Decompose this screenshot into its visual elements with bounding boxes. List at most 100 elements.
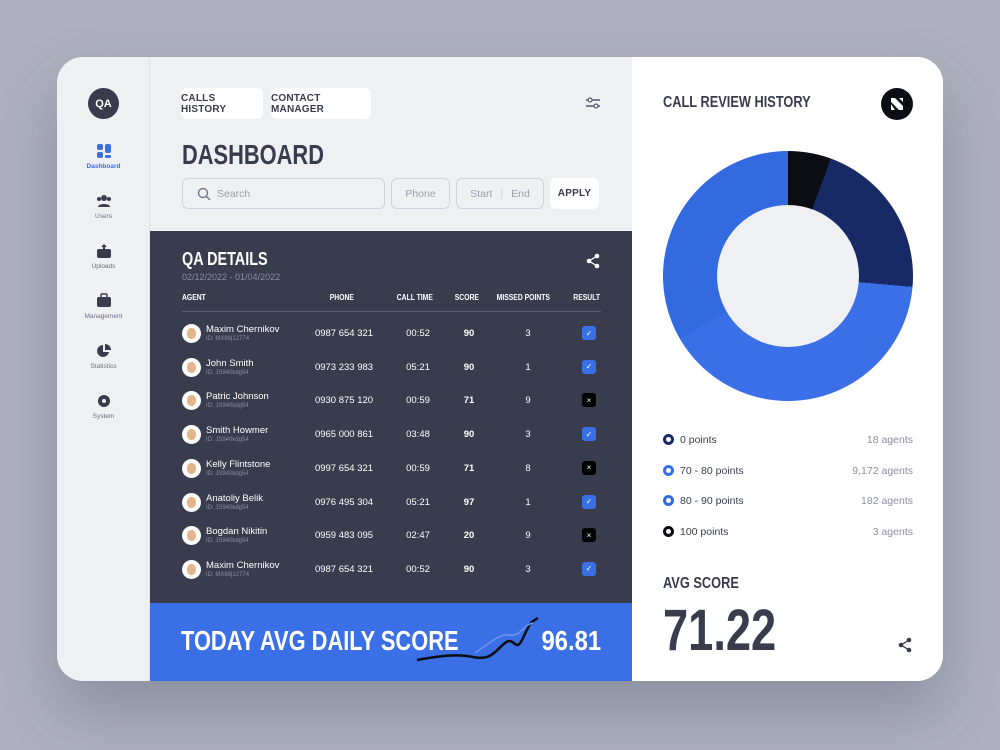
missed-points-cell: 3 — [525, 328, 531, 339]
score-cell: 71 — [463, 462, 475, 474]
table-row[interactable]: Anatoliy Belik ID: JS940kdg54 0976 495 3… — [182, 492, 601, 527]
daily-score-value: 96.81 — [541, 625, 601, 656]
column-header: PHONE — [329, 293, 354, 302]
upload-icon — [96, 244, 111, 258]
agent-id: ID: JS940kdg54 — [206, 538, 249, 545]
filter-settings-icon[interactable] — [586, 97, 600, 109]
points-pie-chart — [663, 151, 913, 401]
sidebar-item-statistics[interactable]: Statistics — [57, 343, 150, 370]
missed-points-cell: 3 — [525, 563, 531, 575]
tab-calls-history[interactable]: CALLS HISTORY — [181, 88, 263, 119]
legend-item: 0 points 18 agents — [663, 434, 913, 446]
sidebar-item-management[interactable]: Management — [57, 293, 150, 320]
apply-button[interactable]: APPLY — [550, 178, 599, 209]
legend-label: 0 points — [680, 434, 717, 446]
call-time-cell: 02:47 — [406, 530, 430, 542]
avatar — [182, 357, 201, 377]
sidebar-item-system[interactable]: System — [57, 393, 150, 420]
sidebar-item-label: Users — [95, 213, 112, 220]
sidebar-item-label: Management — [84, 313, 123, 320]
agent-id: ID: JS940kdg54 — [206, 470, 249, 477]
sidebar-item-label: System — [92, 413, 115, 420]
phone-cell: 0959 483 095 — [314, 530, 374, 542]
score-cell: 20 — [463, 530, 475, 542]
avatar — [182, 391, 201, 411]
phone-cell: 0987 654 321 — [314, 328, 374, 339]
call-time-cell: 00:52 — [406, 563, 430, 575]
table-row[interactable]: Maxim Chernikov ID: MX89j12774 0987 654 … — [182, 559, 601, 594]
score-cell: 97 — [463, 496, 475, 508]
users-icon — [96, 195, 111, 207]
legend-item: 100 points 3 agents — [663, 525, 913, 538]
qa-details-panel: QA DETAILS 02/12/2022 - 01/04/2022 AGENT… — [150, 231, 632, 603]
legend-dot-icon — [663, 525, 674, 537]
avatar — [182, 559, 201, 579]
table-row[interactable]: Patric Johnson ID: JS940kdg54 0930 875 1… — [182, 391, 601, 425]
score-cell: 90 — [463, 429, 475, 441]
briefcase-icon — [96, 293, 111, 307]
avg-score-label: AVG SCORE — [663, 575, 739, 592]
agent-id: ID: JS940kdg54 — [206, 437, 249, 444]
legend-label: 80 - 90 points — [680, 495, 744, 507]
header: CALLS HISTORY CONTACT MANAGER DASHBOARD … — [150, 57, 632, 231]
sidebar-item-dashboard[interactable]: Dashboard — [57, 143, 150, 170]
table-row[interactable]: Kelly Flintstone ID: JS940kdg54 0997 654… — [182, 458, 601, 493]
call-time-cell: 00:59 — [406, 462, 430, 474]
n-logo-icon — [891, 98, 903, 110]
table-row[interactable]: Smith Howmer ID: JS940kdg54 0965 000 861… — [182, 425, 601, 459]
agent-id: ID: MX89j12774 — [206, 571, 250, 578]
close-icon: × — [582, 460, 596, 475]
table-row[interactable]: John Smith ID: JS940kdg54 0973 233 983 0… — [182, 357, 601, 392]
phone-cell: 0930 875 120 — [314, 395, 374, 407]
missed-points-cell: 3 — [525, 429, 531, 441]
avatar — [182, 425, 201, 445]
agent-name: Maxim Chernikov — [206, 559, 280, 571]
search-placeholder: Search — [217, 187, 251, 200]
phone-cell: 0976 495 304 — [314, 496, 374, 508]
column-header: SCORE — [454, 293, 479, 302]
avatar — [182, 458, 201, 478]
call-review-title: CALL REVIEW HISTORY — [663, 94, 811, 111]
missed-points-cell: 1 — [525, 496, 531, 508]
column-header: CALL TIME — [396, 293, 433, 302]
legend-dot-icon — [663, 464, 674, 476]
header-divider — [182, 311, 601, 312]
table-row[interactable]: Bogdan Nikitin ID: JS940kdg54 0959 483 0… — [182, 526, 601, 560]
date-range: 02/12/2022 - 01/04/2022 — [182, 272, 281, 282]
sidebar-item-uploads[interactable]: Uploads — [57, 243, 150, 270]
sidebar-item-label: Dashboard — [86, 163, 121, 170]
close-icon: × — [582, 528, 596, 543]
call-time-cell: 05:21 — [406, 496, 430, 508]
missed-points-cell: 8 — [525, 462, 531, 474]
table-row[interactable]: Maxim Chernikov ID: MX89j12774 0987 654 … — [182, 324, 601, 358]
avg-score-value: 71.22 — [663, 598, 777, 663]
missed-points-cell: 1 — [525, 361, 531, 373]
avatar — [182, 526, 201, 546]
check-icon: ✓ — [582, 359, 596, 374]
dashboard-icon — [96, 144, 111, 158]
sidebar-item-users[interactable]: Users — [57, 193, 150, 220]
tab-contact-manager[interactable]: CONTACT MANAGER — [271, 88, 371, 119]
call-review-panel: CALL REVIEW HISTORY 0 points 18 agents 70 … — [632, 57, 943, 681]
legend-label: 70 - 80 points — [680, 464, 744, 477]
brand-logo — [881, 88, 913, 120]
legend-label: 100 points — [680, 525, 729, 538]
agent-id: ID: JS940kdg54 — [206, 403, 249, 410]
search-input[interactable]: Search — [182, 178, 385, 209]
daily-score-label: TODAY AVG DAILY SCORE — [181, 625, 459, 656]
check-icon: ✓ — [582, 427, 596, 442]
sidebar-item-label: Statistics — [90, 363, 117, 370]
legend-dot-icon — [663, 434, 674, 445]
date-range-input[interactable]: Start | End — [456, 178, 544, 209]
sparkline — [416, 616, 539, 662]
call-time-cell: 00:59 — [406, 395, 430, 407]
legend-dot-icon — [663, 495, 674, 506]
phone-cell: 0965 000 861 — [314, 429, 374, 441]
legend-count: 18 agents — [866, 434, 913, 446]
check-icon: ✓ — [582, 326, 596, 340]
share-icon[interactable] — [586, 253, 600, 269]
phone-input[interactable]: Phone — [391, 178, 450, 209]
share-icon[interactable] — [898, 637, 912, 653]
column-header: AGENT — [182, 293, 206, 302]
search-icon — [197, 187, 211, 200]
